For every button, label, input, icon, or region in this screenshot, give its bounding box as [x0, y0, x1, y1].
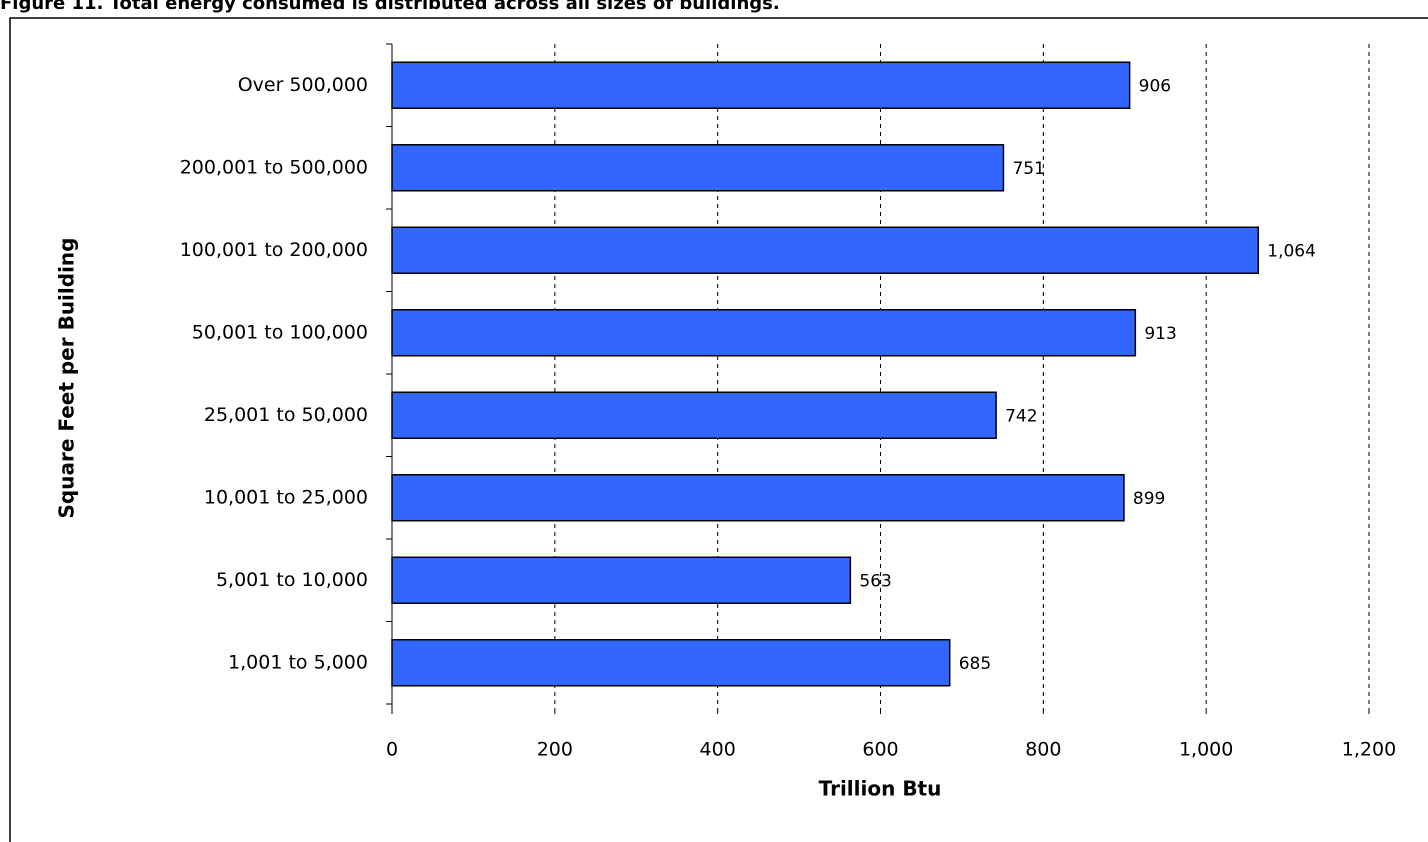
value-label: 1,064 [1267, 241, 1316, 261]
x-axis-title: Trillion Btu [819, 777, 942, 801]
y-tick-label: 25,001 to 50,000 [204, 404, 368, 426]
value-label: 685 [959, 654, 991, 674]
y-tick-label: Over 500,000 [238, 74, 368, 96]
y-tick-label: 1,001 to 5,000 [228, 651, 368, 673]
bar [391, 391, 997, 439]
bar [391, 144, 1005, 192]
y-tick-label: 100,001 to 200,000 [180, 239, 368, 261]
chart-title: Figure 11. Total energy consumed is dist… [0, 0, 780, 14]
x-tick-label: 1,000 [1179, 739, 1233, 761]
value-label: 899 [1133, 489, 1165, 509]
y-tick-label: 200,001 to 500,000 [180, 156, 368, 178]
y-tick-label: 50,001 to 100,000 [192, 321, 368, 343]
bar [391, 61, 1131, 109]
x-tick-label: 800 [1025, 739, 1061, 761]
bar [391, 639, 951, 687]
value-label: 913 [1144, 324, 1176, 344]
x-tick-label: 1,200 [1342, 739, 1396, 761]
value-label: 742 [1005, 406, 1037, 426]
x-tick-label: 0 [386, 739, 398, 761]
value-label: 906 [1139, 76, 1171, 96]
y-tick-label: 5,001 to 10,000 [216, 569, 368, 591]
y-tick-label: 10,001 to 25,000 [204, 486, 368, 508]
x-tick-label: 600 [862, 739, 898, 761]
x-tick-label: 200 [537, 739, 573, 761]
bar [391, 474, 1125, 522]
value-label: 751 [1012, 159, 1044, 179]
x-tick-label: 400 [700, 739, 736, 761]
value-label: 563 [859, 571, 891, 591]
bar [391, 226, 1260, 274]
bar [391, 556, 852, 604]
y-axis-title: Square Feet per Building [55, 238, 79, 519]
bar [391, 309, 1137, 357]
